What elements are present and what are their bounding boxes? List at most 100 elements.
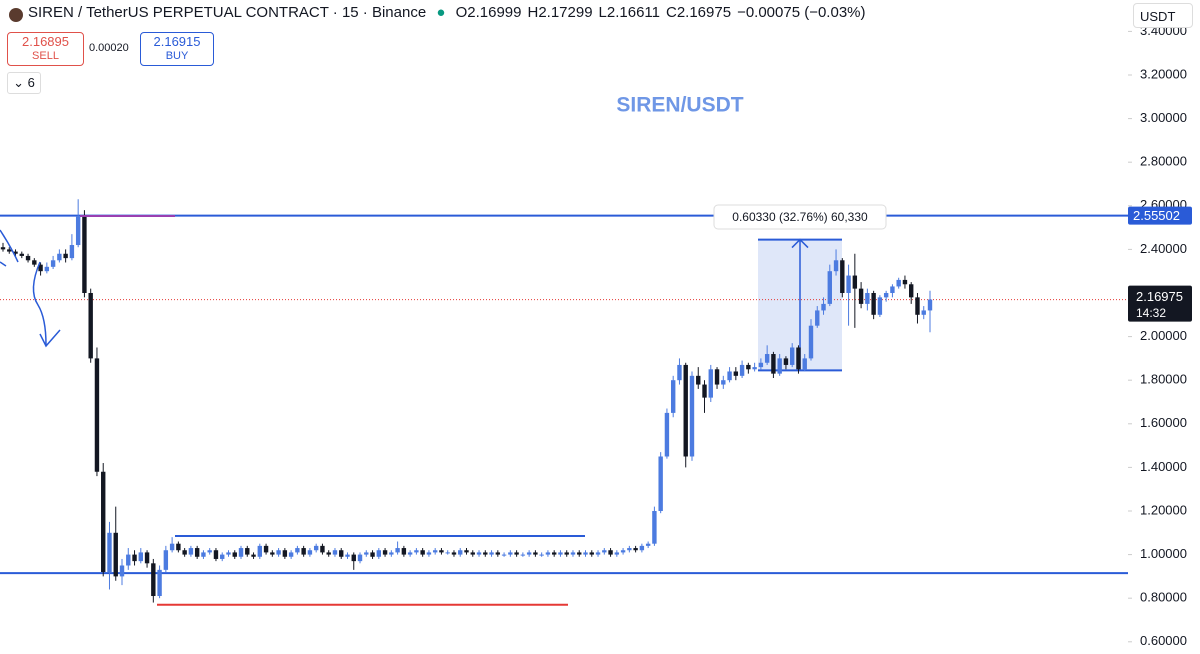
candle-body (495, 552, 501, 555)
candle-body (476, 552, 482, 555)
candle-body (489, 552, 494, 555)
candle-body (151, 563, 156, 597)
hand-arrow (0, 229, 19, 267)
y-tick-label: 1.80000 (1140, 372, 1187, 387)
candle-body (589, 552, 594, 555)
indicators-count: 6 (27, 75, 35, 90)
candle-body (696, 375, 701, 385)
candle-body (927, 299, 933, 311)
candle-body (13, 251, 18, 254)
candle-body (633, 548, 638, 551)
candle-body (514, 552, 519, 555)
sell-button[interactable]: 2.16895 SELL (7, 32, 84, 66)
candle-body (407, 552, 413, 555)
candle-body (94, 358, 100, 472)
candle-body (326, 552, 331, 555)
candle-body (88, 292, 93, 359)
candle-body (432, 550, 438, 553)
candle-body (683, 364, 688, 457)
candle-body (833, 260, 839, 272)
sell-label: SELL (32, 50, 59, 62)
status-dot: ● (436, 4, 446, 21)
level-tag (1128, 206, 1192, 225)
candle-body (608, 550, 613, 555)
candle-body (677, 364, 682, 381)
candle-body (777, 358, 782, 374)
candle-body (345, 554, 350, 557)
candle-body (75, 216, 81, 246)
candle-body (539, 554, 544, 556)
candle-body (113, 532, 118, 577)
candle-body (282, 550, 288, 557)
candle-body (307, 550, 313, 555)
candle-body (357, 554, 363, 562)
candle-body (595, 552, 601, 555)
candle-body (858, 288, 864, 304)
candle-body (7, 249, 12, 252)
candle-body (670, 380, 676, 413)
candle-body (439, 550, 444, 553)
buy-price: 2.16915 (153, 34, 201, 49)
candle-body (614, 552, 620, 555)
candle-body (658, 456, 663, 511)
candle-body (883, 292, 889, 298)
candle-body (132, 554, 137, 562)
candle-body (652, 510, 657, 544)
header: SIREN / TetherUS PERPETUAL CONTRACT · 15… (28, 4, 872, 21)
y-tick-label: 3.20000 (1140, 66, 1187, 81)
candle-body (301, 548, 306, 555)
candle-body (389, 552, 394, 555)
candle-body (877, 297, 883, 315)
candle-body (458, 550, 463, 555)
high: H2.17299 (527, 4, 593, 21)
candle-body (570, 552, 576, 555)
candle-body (320, 545, 325, 553)
candle-body (583, 552, 588, 555)
candle-body (220, 554, 225, 559)
measure-label: 0.60330 (32.76%) 60,330 (732, 210, 868, 224)
candle-body (426, 552, 432, 555)
candle-body (620, 550, 626, 553)
candle-body (702, 384, 707, 398)
candle-body (852, 275, 858, 289)
candle-body (520, 554, 526, 556)
candle-body (764, 354, 770, 363)
watermark: SIREN/USDT (616, 94, 743, 117)
candle-body (733, 371, 739, 376)
candle-body (808, 325, 814, 359)
candle-body (232, 552, 237, 557)
candle-body (414, 550, 419, 553)
candle-body (902, 279, 908, 285)
candle-body (821, 303, 826, 311)
y-tick-label: 1.00000 (1140, 546, 1187, 561)
y-tick-label: 1.40000 (1140, 459, 1187, 474)
candle-body (790, 347, 795, 365)
y-tick-label: 3.00000 (1140, 110, 1187, 125)
candle-body (144, 552, 150, 564)
candle-body (815, 310, 820, 326)
candle-body (470, 552, 475, 555)
candle-body (752, 367, 757, 370)
candle-body (545, 552, 551, 555)
last-price-label: 2.16975 (1136, 289, 1183, 304)
candle-body (38, 264, 43, 272)
candle-body (395, 548, 400, 553)
indicators-toggle[interactable]: ⌄ 6 (7, 72, 41, 94)
buy-button[interactable]: 2.16915 BUY (140, 32, 214, 66)
candle-body (501, 554, 507, 556)
candle-body (727, 371, 732, 381)
candle-body (577, 552, 582, 555)
candle-body (107, 532, 112, 573)
candle-body (464, 550, 469, 553)
candle-body (746, 364, 751, 370)
candle-body (101, 471, 106, 573)
candle-body (483, 552, 488, 555)
candle-body (533, 552, 538, 555)
price-axis (1128, 0, 1200, 654)
y-tick-label: 1.20000 (1140, 502, 1187, 517)
change: −0.00075 (−0.03%) (737, 4, 866, 21)
currency-select[interactable]: USDT (1133, 3, 1193, 28)
open: O2.16999 (455, 4, 522, 21)
candle-body (226, 552, 231, 555)
